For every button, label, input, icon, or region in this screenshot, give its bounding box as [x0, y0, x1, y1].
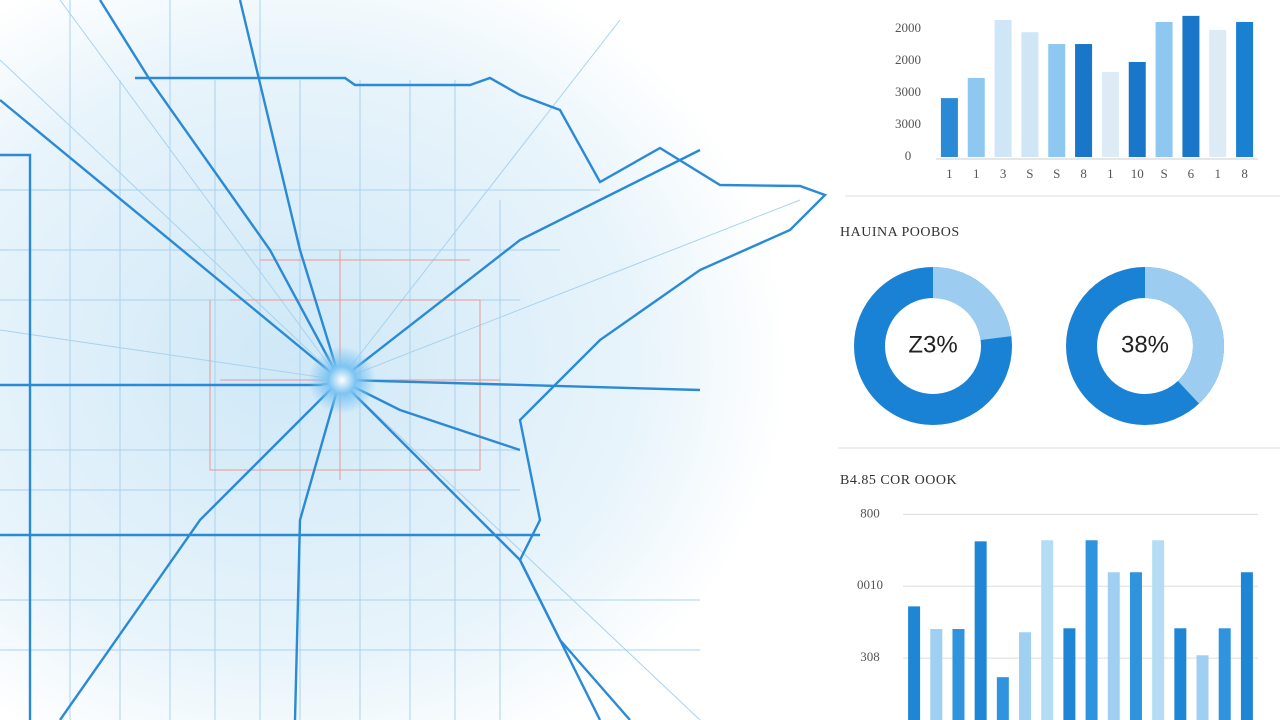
- y-tick-label: 3000: [895, 84, 921, 99]
- map-background: [0, 0, 830, 720]
- highway: [0, 153, 32, 720]
- bar: [1129, 572, 1142, 720]
- urban-roads: [209, 250, 500, 480]
- donut-label: 38%: [1121, 331, 1169, 358]
- bar: [1240, 572, 1253, 720]
- y-tick-label: 0010: [857, 577, 883, 592]
- bar: [1236, 21, 1254, 158]
- highway: [59, 379, 341, 720]
- y-tick-label: 2000: [895, 20, 921, 35]
- bar: [974, 541, 987, 720]
- bar: [1075, 44, 1093, 157]
- x-tick-label: 1: [973, 166, 980, 181]
- x-tick-label: S: [1160, 166, 1167, 181]
- highway: [339, 148, 701, 381]
- y-tick-label: 308: [860, 649, 880, 664]
- section-title: B4.85 COR OOOK: [840, 473, 957, 488]
- bar: [967, 77, 985, 157]
- y-tick-label: 2000: [895, 52, 921, 67]
- donut-hole: [1103, 304, 1187, 388]
- x-tick-label: S: [1026, 166, 1033, 181]
- x-tick-label: 8: [1241, 166, 1248, 181]
- bar: [996, 677, 1009, 720]
- bar: [1107, 572, 1120, 720]
- x-tick-label: S: [1053, 166, 1060, 181]
- x-tick-label: 8: [1080, 166, 1087, 181]
- y-tick-label: 800: [860, 505, 880, 520]
- bar: [1048, 44, 1066, 157]
- x-tick-label: 10: [1131, 166, 1144, 181]
- donut-segment: [1145, 267, 1225, 404]
- bar: [1019, 632, 1032, 720]
- bar: [1063, 628, 1076, 720]
- boundary: [135, 76, 828, 720]
- donut-hole: [891, 304, 975, 388]
- highway: [98, 0, 602, 720]
- x-tick-label: 1: [946, 166, 953, 181]
- bar: [1182, 15, 1200, 157]
- donut-label: Z3%: [908, 331, 957, 358]
- y-tick-label: 0: [905, 148, 912, 163]
- bar: [1155, 21, 1173, 158]
- bar: [1209, 29, 1227, 157]
- bar: [1021, 32, 1039, 158]
- bar: [1041, 540, 1054, 720]
- bar: [952, 629, 965, 720]
- city-center: [308, 346, 376, 414]
- map: [0, 0, 830, 720]
- road: [209, 250, 500, 480]
- x-tick-label: 6: [1188, 166, 1195, 181]
- y-tick-label: 3000: [895, 116, 921, 131]
- bar: [1128, 61, 1146, 157]
- bar: [994, 20, 1012, 158]
- bar: [1196, 655, 1209, 720]
- bar: [940, 98, 958, 157]
- bar: [1174, 628, 1187, 720]
- x-tick-label: 1: [1215, 166, 1222, 181]
- x-tick-label: 3: [1000, 166, 1007, 181]
- bar: [1218, 628, 1231, 720]
- donut-segment: [933, 267, 1012, 340]
- section-title: HAUINA POOBOS: [840, 225, 960, 240]
- bar: [1101, 71, 1119, 157]
- bar: [1085, 540, 1098, 720]
- bar: [1152, 540, 1165, 720]
- bar: [930, 629, 943, 720]
- x-tick-label: 1: [1107, 166, 1114, 181]
- bar: [908, 606, 921, 720]
